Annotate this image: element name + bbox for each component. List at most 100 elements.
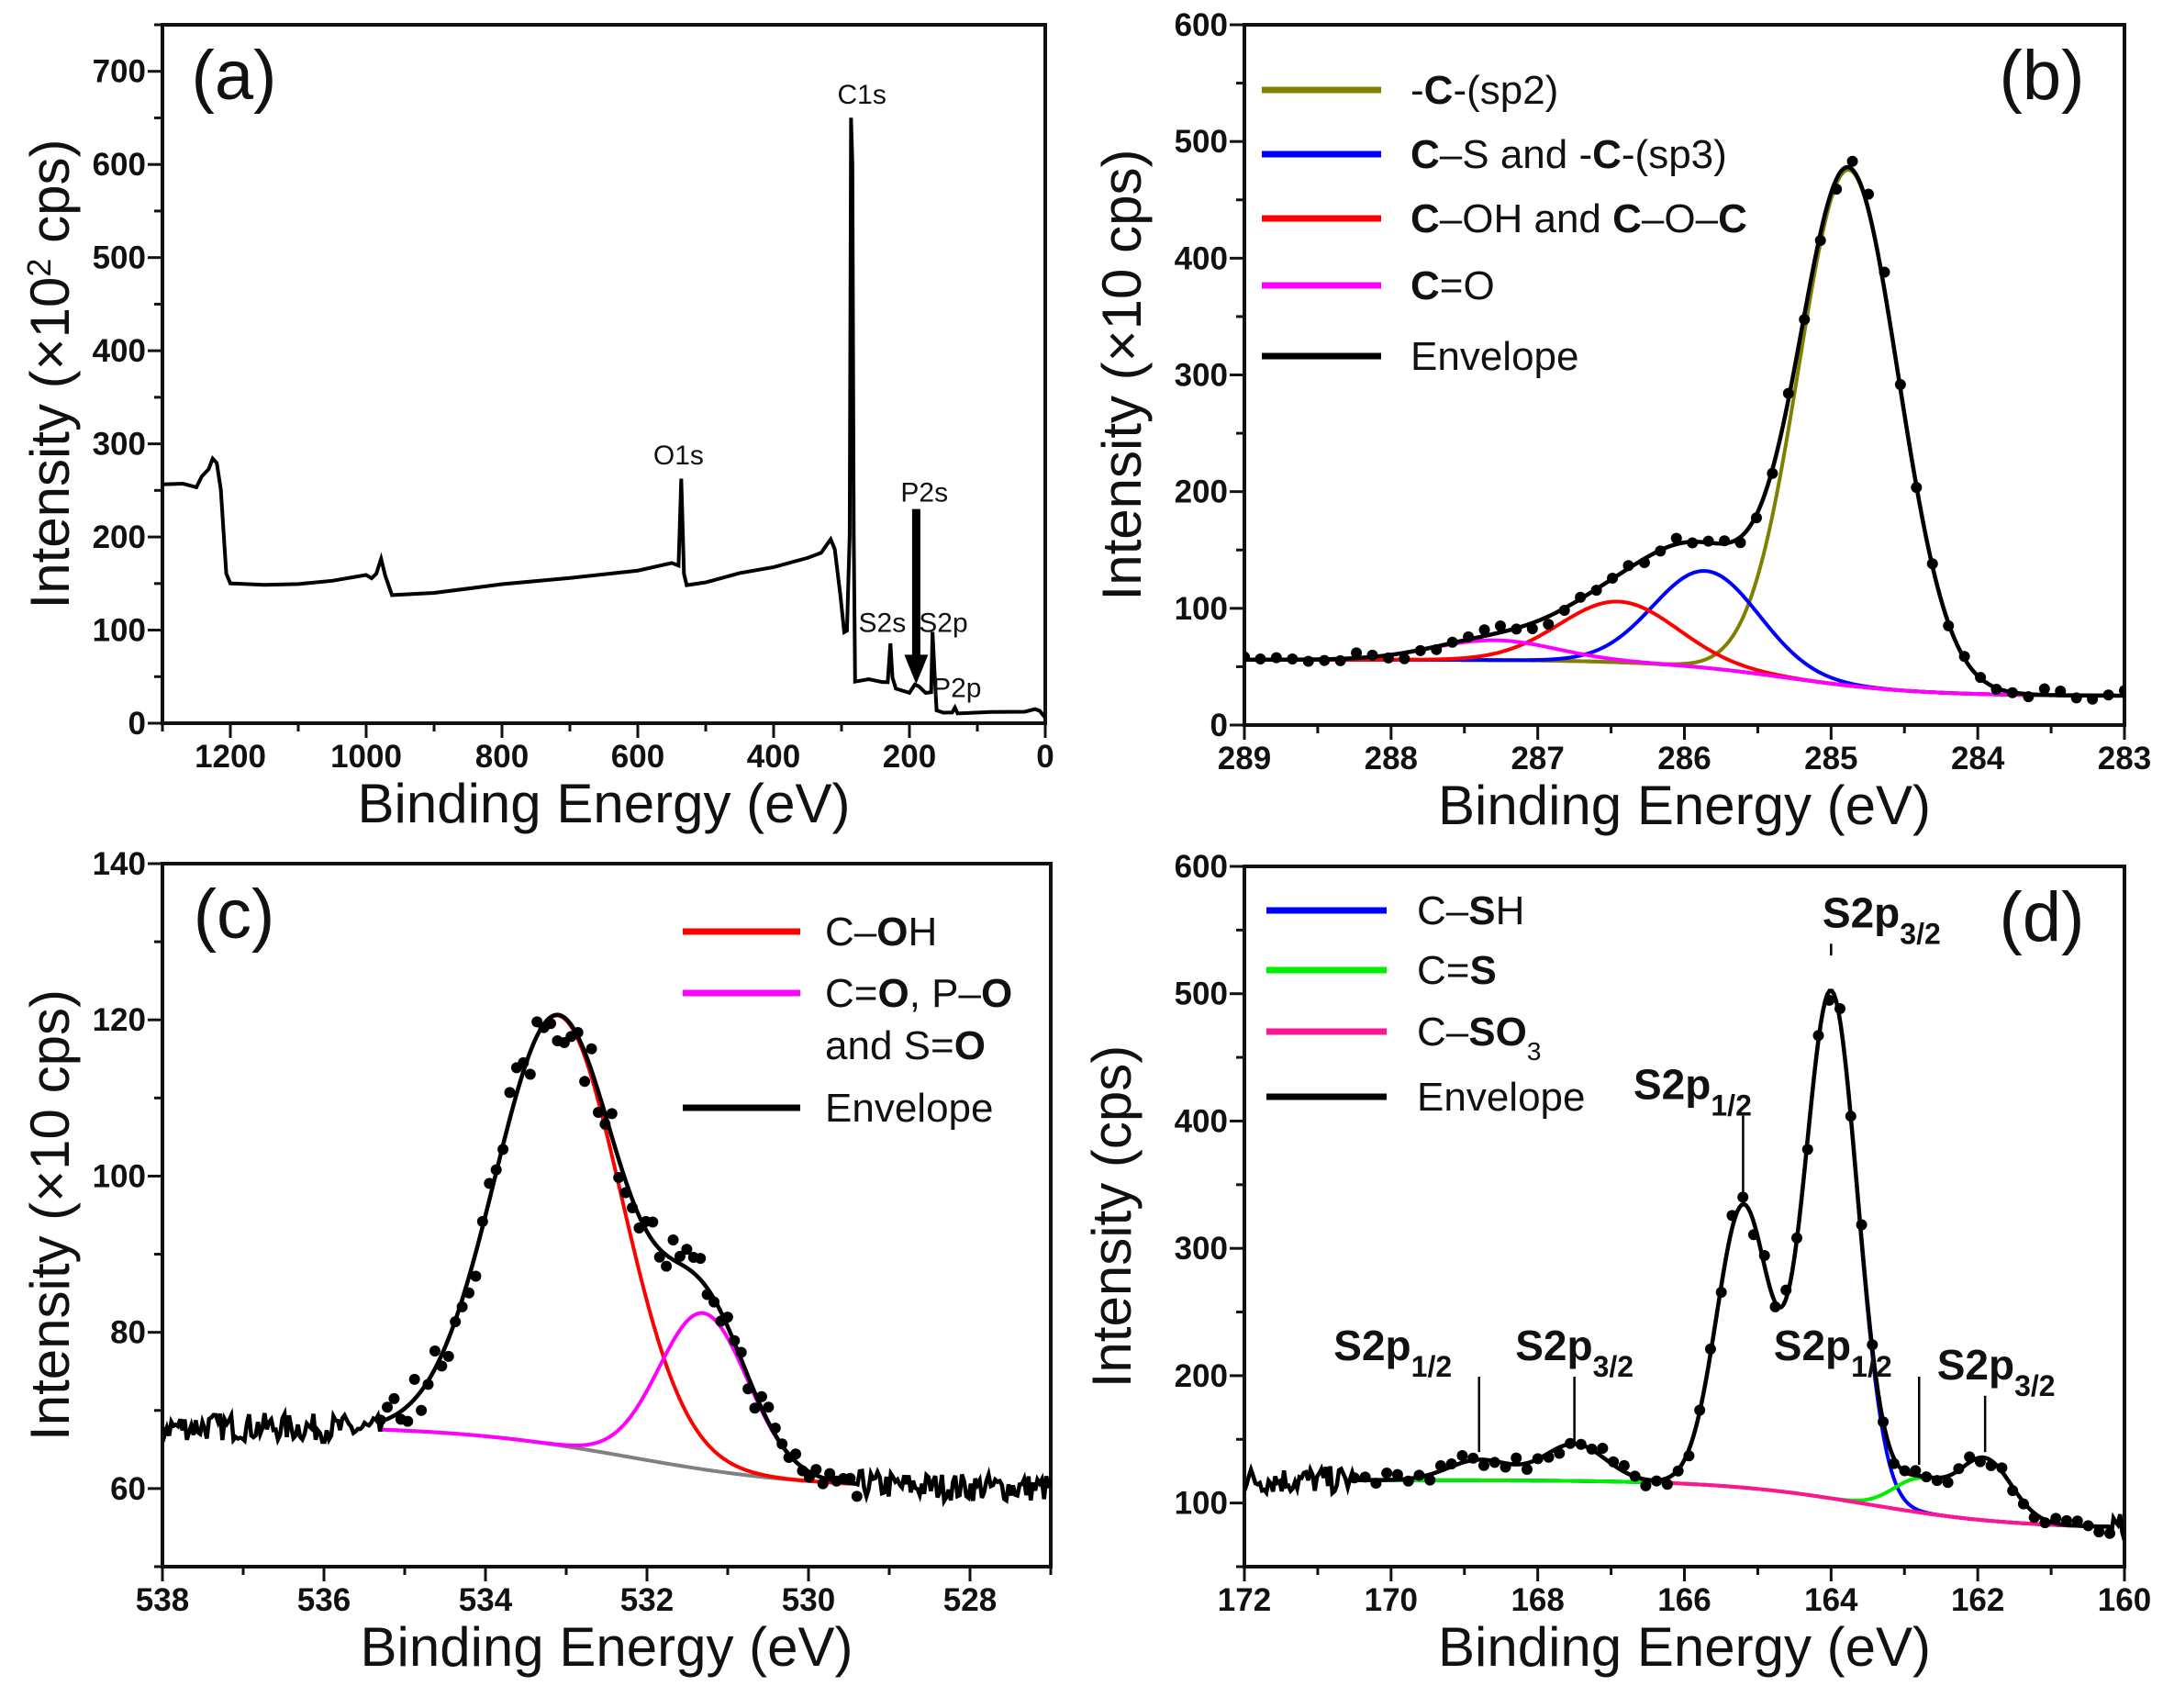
data-point	[2039, 1517, 2051, 1529]
peak-label-main: S2p	[1515, 1322, 1592, 1369]
data-point	[476, 1215, 488, 1227]
data-point	[1586, 1443, 1598, 1455]
data-point	[1661, 1479, 1673, 1490]
data-point	[1719, 535, 1731, 547]
peak-label: S2p1/2	[1633, 1061, 1752, 1122]
y-axis-label-sup: 2	[20, 259, 58, 277]
data-point	[1879, 266, 1890, 278]
peak-label-sub: 3/2	[2014, 1369, 2055, 1402]
data-point	[402, 1415, 414, 1427]
x-tick-label: 536	[297, 1582, 351, 1618]
data-point	[763, 1401, 775, 1413]
legend-label: C=S	[1417, 948, 1497, 993]
x-tick-label: 528	[943, 1582, 997, 1618]
data-point	[729, 1334, 741, 1346]
x-tick-label: 532	[620, 1582, 674, 1618]
legend-text-part: C=	[1417, 948, 1469, 993]
y-tick-label: 400	[1175, 1103, 1228, 1139]
data-point	[1758, 1249, 1770, 1261]
data-point	[627, 1201, 639, 1213]
data-point	[695, 1253, 707, 1265]
panel-a: 1200 1000 800 600 400 200 0 0 100 200 300 400 500 600…	[19, 23, 1054, 834]
data-point	[1270, 652, 1282, 664]
data-point	[2087, 693, 2099, 705]
y-axis-label: Intensity (×102 cps)	[19, 140, 81, 609]
data-point	[524, 1068, 536, 1080]
data-point	[1814, 235, 1826, 247]
data-point	[382, 1401, 394, 1413]
peak-label-main: S2p	[1633, 1061, 1711, 1109]
peak-label-sub: 1/2	[1411, 1350, 1452, 1383]
data-point	[721, 1312, 733, 1323]
data-point	[1975, 672, 1987, 684]
x-tick-label: 166	[1657, 1582, 1711, 1618]
data-point	[1942, 1477, 1954, 1489]
x-axis-label: Binding Energy (eV)	[1438, 775, 1931, 836]
data-point	[1672, 1465, 1684, 1477]
data-point	[1402, 1475, 1414, 1487]
data-point	[749, 1402, 761, 1414]
data-point	[504, 1087, 516, 1099]
data-point	[1964, 1451, 1976, 1463]
x-tick-label: 0	[1036, 739, 1054, 775]
data-point	[497, 1144, 509, 1155]
plot-area	[1244, 155, 2124, 705]
data-point	[592, 1107, 604, 1119]
y-axis-label-text: Intensity (×10 cps)	[1091, 150, 1153, 601]
data-point	[1683, 1450, 1695, 1462]
data-point	[2119, 685, 2124, 697]
data-point	[1799, 314, 1811, 326]
y-tick-label: 600	[93, 147, 146, 183]
data-point	[633, 1222, 645, 1234]
y-tick-label: 300	[93, 427, 146, 463]
data-point	[1526, 622, 1538, 634]
data-point	[674, 1250, 686, 1262]
legend-text-part: C	[1410, 196, 1440, 241]
data-point	[1704, 1343, 1716, 1355]
legend-text-part: SO	[1468, 1010, 1527, 1055]
y-tick-label: 300	[1175, 1231, 1228, 1267]
x-tick-label: 538	[136, 1582, 189, 1618]
data-point	[1287, 653, 1299, 665]
data-point	[1488, 1457, 1500, 1468]
legend-text-part: O	[981, 971, 1012, 1016]
plot-area	[1244, 988, 2124, 1541]
legend-label: C–OH and C–O–C	[1410, 196, 1747, 241]
legend-text-part: O	[877, 971, 909, 1016]
x-tick-label: 530	[782, 1582, 835, 1618]
x-tick-label: 534	[459, 1582, 513, 1618]
y-tick-label: 400	[93, 333, 146, 369]
data-point	[1522, 1463, 1533, 1475]
y-tick-label: 500	[1175, 124, 1228, 160]
data-point	[1640, 1479, 1652, 1491]
data-point	[1638, 557, 1650, 569]
y-tick-label: 100	[93, 1158, 146, 1194]
data-point	[1366, 649, 1378, 661]
data-point	[844, 1472, 856, 1484]
peak-label: S2p3/2	[1937, 1341, 2056, 1402]
data-point	[1823, 994, 1835, 1006]
data-point	[1618, 1459, 1630, 1471]
data-point	[1670, 532, 1682, 544]
y-tick-label: 200	[93, 519, 146, 555]
y-tick-label: 500	[1175, 977, 1228, 1012]
component-line	[1244, 168, 2124, 698]
legend-label: Envelope	[825, 1086, 993, 1131]
data-point	[2028, 1512, 2040, 1524]
data-point	[2104, 1527, 2116, 1539]
peak-label: P2s	[900, 478, 948, 508]
data-point	[1477, 1459, 1489, 1471]
data-point	[1622, 560, 1634, 572]
x-tick-label: 400	[747, 739, 800, 775]
data-point	[2038, 683, 2050, 695]
data-point	[2102, 689, 2114, 701]
data-point	[1687, 537, 1699, 549]
data-point	[484, 1178, 496, 1189]
x-tick-label: 285	[1804, 741, 1857, 776]
data-point	[2082, 1520, 2094, 1532]
data-point	[1845, 1111, 1856, 1122]
panel-label: (b)	[2000, 37, 2085, 115]
y-tick-label: 100	[1175, 1486, 1228, 1522]
plot-area	[162, 117, 1045, 720]
y-tick-label: 120	[93, 1002, 146, 1038]
